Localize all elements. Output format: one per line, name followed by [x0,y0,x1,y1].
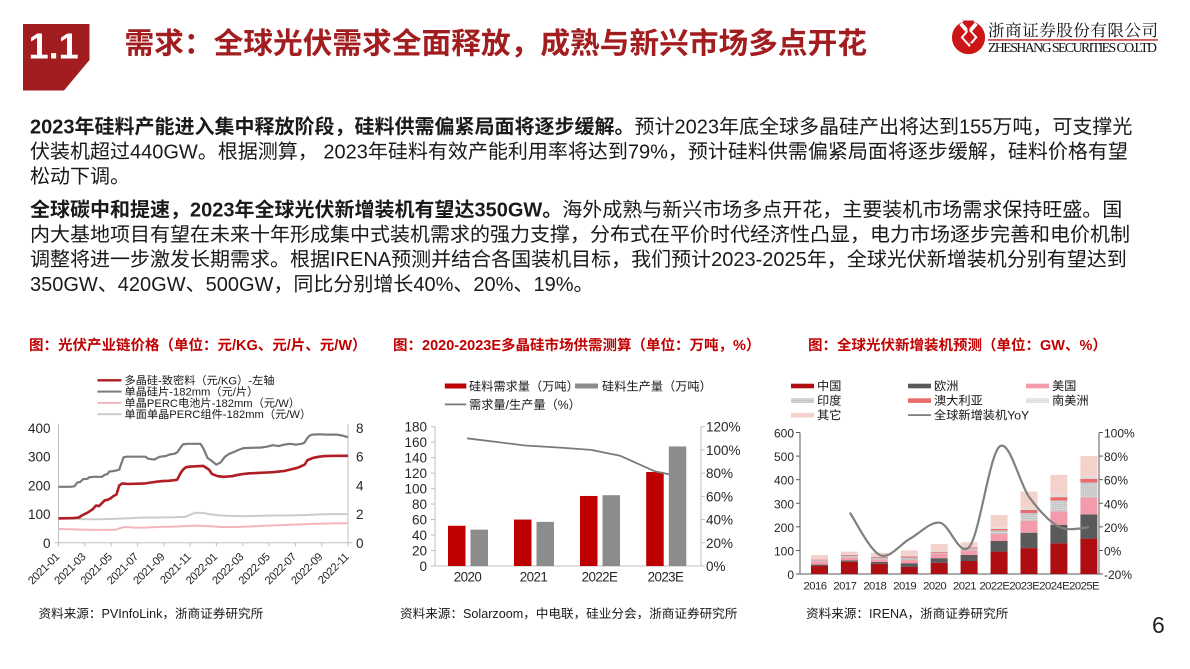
svg-text:300: 300 [28,450,51,465]
svg-text:2018: 2018 [863,580,886,592]
svg-text:0%: 0% [706,559,726,574]
svg-text:350GW: 350GW [475,200,543,222]
svg-text:%: % [1080,338,1093,354]
svg-text:2023: 2023 [190,200,235,222]
svg-text:1.1: 1.1 [29,26,79,67]
svg-text:/KG: /KG [232,338,258,354]
svg-text:79%: 79% [628,141,668,163]
svg-text:-182mm: -182mm [169,387,210,399]
svg-text:100%: 100% [1104,427,1135,441]
svg-text:6: 6 [356,450,364,465]
svg-text:6: 6 [1152,612,1165,638]
svg-text:350GW: 350GW [30,274,98,296]
svg-text:/W: /W [334,338,352,354]
svg-text:300: 300 [774,497,794,511]
svg-text:0: 0 [43,536,51,551]
svg-text:200: 200 [28,478,51,493]
svg-text:2023: 2023 [30,117,75,139]
svg-text:40%: 40% [413,274,453,296]
svg-text:420GW: 420GW [118,274,186,296]
svg-text:2020: 2020 [923,580,946,592]
svg-text:Solarzoom: Solarzoom [463,607,523,621]
svg-text:/: / [287,338,291,354]
svg-text:100: 100 [404,482,427,497]
svg-text:2019: 2019 [893,580,916,592]
svg-text:-182mm: -182mm [223,409,264,421]
svg-text:/: / [233,387,237,399]
svg-text:2023-2025: 2023-2025 [711,249,807,271]
svg-text:2017: 2017 [833,580,856,592]
svg-text:120%: 120% [706,420,741,435]
svg-text:ZHESHANG SECURITIES CO.LTD: ZHESHANG SECURITIES CO.LTD [988,40,1157,55]
svg-text:-182mm: -182mm [212,398,253,410]
svg-text:2022E: 2022E [582,570,618,585]
svg-text:80%: 80% [706,466,733,481]
svg-text:160: 160 [404,435,427,450]
svg-text:40%: 40% [1104,497,1128,511]
svg-text:40%: 40% [706,513,733,528]
svg-text:PVInfoLink: PVInfoLink [102,607,164,621]
svg-text:20: 20 [412,544,427,559]
svg-text:GW: GW [1040,338,1065,354]
svg-text:-: - [248,375,252,387]
svg-text:100: 100 [28,507,51,522]
svg-text:2020-2023E: 2020-2023E [422,338,501,354]
svg-text:%: % [733,338,746,354]
svg-text:80: 80 [412,497,427,512]
svg-text:2024E: 2024E [1039,580,1070,592]
svg-text:400: 400 [28,421,51,436]
svg-text:2020: 2020 [454,570,482,585]
svg-text:2021: 2021 [953,580,976,592]
svg-text:/W: /W [275,398,289,410]
svg-text:0: 0 [419,559,427,574]
svg-text:2016: 2016 [804,580,827,592]
svg-text:20%: 20% [473,274,513,296]
svg-text:60%: 60% [706,489,733,504]
svg-text:2023: 2023 [323,141,368,163]
svg-text:2023E: 2023E [1009,580,1040,592]
svg-text:IRENA: IRENA [869,607,908,621]
svg-text:600: 600 [774,427,794,441]
svg-text:0%: 0% [1104,544,1122,558]
svg-text:%: % [558,398,569,412]
svg-text:4: 4 [356,478,364,493]
svg-text:-20%: -20% [1104,568,1132,582]
svg-text:20%: 20% [706,536,733,551]
svg-text:0: 0 [787,568,794,582]
svg-text:60: 60 [412,513,427,528]
svg-text:100: 100 [774,544,794,558]
svg-text:80%: 80% [1104,450,1128,464]
svg-text:500: 500 [774,450,794,464]
svg-text:180: 180 [404,420,427,435]
svg-text:YoY: YoY [1007,408,1029,422]
svg-text:60%: 60% [1104,474,1128,488]
svg-text:440GW: 440GW [130,141,198,163]
svg-text:/W: /W [286,409,300,421]
svg-text:/: / [506,398,510,412]
svg-text:120: 120 [404,466,427,481]
svg-text:19%: 19% [534,274,574,296]
svg-text:140: 140 [404,451,427,466]
svg-text:2022E: 2022E [979,580,1010,592]
svg-text:2023E: 2023E [648,570,684,585]
svg-text:2021: 2021 [520,570,548,585]
svg-text:40: 40 [412,528,427,543]
svg-text:400: 400 [774,474,794,488]
svg-text:200: 200 [774,521,794,535]
svg-text:155: 155 [959,117,992,139]
svg-text:0: 0 [356,536,364,551]
svg-text:2: 2 [356,507,364,522]
svg-text:2025E: 2025E [1069,580,1100,592]
svg-text:-: - [158,375,162,387]
svg-text:PERC: PERC [169,409,200,421]
svg-text:20%: 20% [1104,521,1128,535]
svg-text:500GW: 500GW [206,274,274,296]
svg-text:100%: 100% [706,443,741,458]
svg-text:2023: 2023 [675,117,720,139]
svg-text:8: 8 [356,421,364,436]
svg-text:PERC: PERC [147,398,178,410]
svg-text:/KG: /KG [218,375,237,387]
svg-text:IRENA: IRENA [330,249,392,271]
